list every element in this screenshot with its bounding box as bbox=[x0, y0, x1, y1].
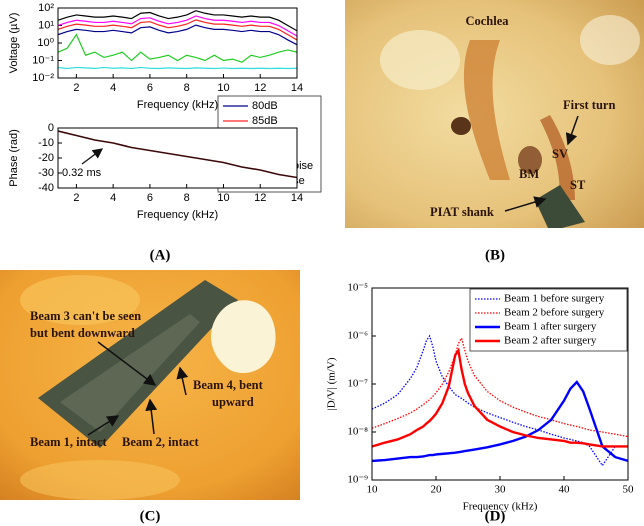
x-tick-label: 12 bbox=[254, 82, 266, 94]
legend-label: Beam 1 before surgery bbox=[504, 293, 605, 305]
series-line bbox=[372, 336, 628, 438]
y-tick-label: -40 bbox=[38, 182, 54, 194]
x-tick-label: 4 bbox=[110, 82, 116, 94]
x-axis-label: Frequency (kHz) bbox=[137, 99, 218, 111]
y-tick-label: 10⁻⁵ bbox=[347, 282, 368, 294]
legend-label: Beam 2 before surgery bbox=[504, 307, 605, 319]
annotation: 0.32 ms bbox=[62, 167, 102, 179]
photo-label: First turn bbox=[563, 98, 615, 112]
x-tick-label: 4 bbox=[110, 192, 116, 204]
series-line bbox=[372, 380, 628, 463]
x-tick-label: 2 bbox=[73, 192, 79, 204]
photo-label: Beam 3 can't be seen bbox=[30, 309, 141, 323]
x-tick-label: 14 bbox=[291, 82, 303, 94]
y-tick-label: 0 bbox=[48, 122, 54, 134]
legend-label: 85dB bbox=[252, 115, 278, 127]
x-tick-label: 50 bbox=[623, 484, 635, 496]
y-tick-label: 10¹ bbox=[38, 19, 54, 31]
x-tick-label: 20 bbox=[431, 484, 443, 496]
photo-label: ST bbox=[570, 178, 586, 192]
x-tick-label: 10 bbox=[217, 82, 229, 94]
panel-label: (D) bbox=[485, 508, 506, 524]
photo-label: BM bbox=[519, 167, 539, 181]
y-axis-label: Phase (rad) bbox=[8, 129, 20, 186]
x-tick-label: 6 bbox=[147, 192, 153, 204]
y-tick-label: 10⁻² bbox=[32, 72, 54, 84]
panel-label: (B) bbox=[485, 247, 505, 263]
photo-label: Beam 1, intact bbox=[30, 435, 108, 449]
series-line bbox=[58, 24, 297, 46]
x-tick-label: 8 bbox=[184, 82, 190, 94]
legend-label: Beam 1 after surgery bbox=[504, 321, 597, 333]
photo-c: Beam 3 can't be seen but bent downward B… bbox=[0, 270, 300, 500]
photo-label: upward bbox=[212, 395, 254, 409]
photo-label: Cochlea bbox=[465, 14, 509, 28]
photo-label: Beam 2, intact bbox=[122, 435, 200, 449]
plot-area bbox=[58, 128, 297, 188]
series-line bbox=[58, 10, 297, 32]
series-line bbox=[372, 334, 628, 467]
y-tick-label: 10⁻⁶ bbox=[347, 330, 368, 342]
legend-label: 80dB bbox=[252, 100, 278, 112]
legend-label: Beam 2 after surgery bbox=[504, 335, 597, 347]
x-tick-label: 14 bbox=[291, 192, 303, 204]
y-tick-label: 10⁻¹ bbox=[32, 54, 54, 66]
y-tick-label: 10² bbox=[38, 2, 54, 14]
y-tick-label: 10⁰ bbox=[37, 37, 54, 49]
series-line bbox=[58, 15, 297, 37]
photo-label: Beam 4, bent bbox=[193, 378, 264, 392]
x-tick-label: 2 bbox=[73, 82, 79, 94]
series-line bbox=[58, 19, 297, 41]
x-tick-label: 12 bbox=[254, 192, 266, 204]
y-tick-label: 10⁻⁸ bbox=[347, 426, 368, 438]
chart: 2 4 6 8 10 12 14 -40 -30 -20 -10 0 Frequency (kHz) Ph… bbox=[8, 122, 303, 221]
x-tick-label: 6 bbox=[147, 82, 153, 94]
photo-label: PIAT shank bbox=[430, 205, 494, 219]
x-axis-label: Frequency (kHz) bbox=[137, 209, 218, 221]
series-line bbox=[58, 33, 297, 63]
axes-frame bbox=[57, 127, 298, 189]
y-axis-label: |D/V| (m/V) bbox=[326, 357, 338, 410]
photo-label: but bent downward bbox=[30, 326, 135, 340]
axes-frame bbox=[371, 287, 629, 481]
x-tick-label: 30 bbox=[495, 484, 507, 496]
series-line bbox=[58, 66, 297, 70]
y-axis-label: Voltage (µV) bbox=[8, 13, 20, 74]
annotation-arrow bbox=[81, 148, 104, 165]
x-tick-label: 10 bbox=[217, 192, 229, 204]
y-tick-label: 10⁻⁹ bbox=[347, 474, 368, 486]
y-tick-label: 10⁻⁷ bbox=[347, 378, 368, 390]
axes-frame bbox=[57, 7, 298, 79]
y-tick-label: -10 bbox=[38, 137, 54, 149]
plot-area bbox=[58, 8, 297, 78]
photo-label: SV bbox=[552, 147, 568, 161]
x-tick-label: 8 bbox=[184, 192, 190, 204]
panel-label: (C) bbox=[140, 508, 161, 524]
x-tick-label: 10 bbox=[367, 484, 379, 496]
chart: 10 20 30 40 50 10⁻⁹ 10⁻⁸ 10⁻⁷ 10⁻⁶ 10⁻⁵ Frequency … bbox=[326, 282, 634, 513]
series-line bbox=[58, 130, 297, 179]
y-tick-label: -30 bbox=[38, 167, 54, 179]
photo-b: Cochlea First turn SV BM ST PIAT shank bbox=[345, 0, 644, 228]
series-line bbox=[372, 347, 628, 448]
x-tick-label: 40 bbox=[559, 484, 571, 496]
y-tick-label: -20 bbox=[38, 152, 54, 164]
x-axis-label: Frequency (kHz) bbox=[463, 501, 538, 513]
panel-label: (A) bbox=[150, 247, 171, 263]
